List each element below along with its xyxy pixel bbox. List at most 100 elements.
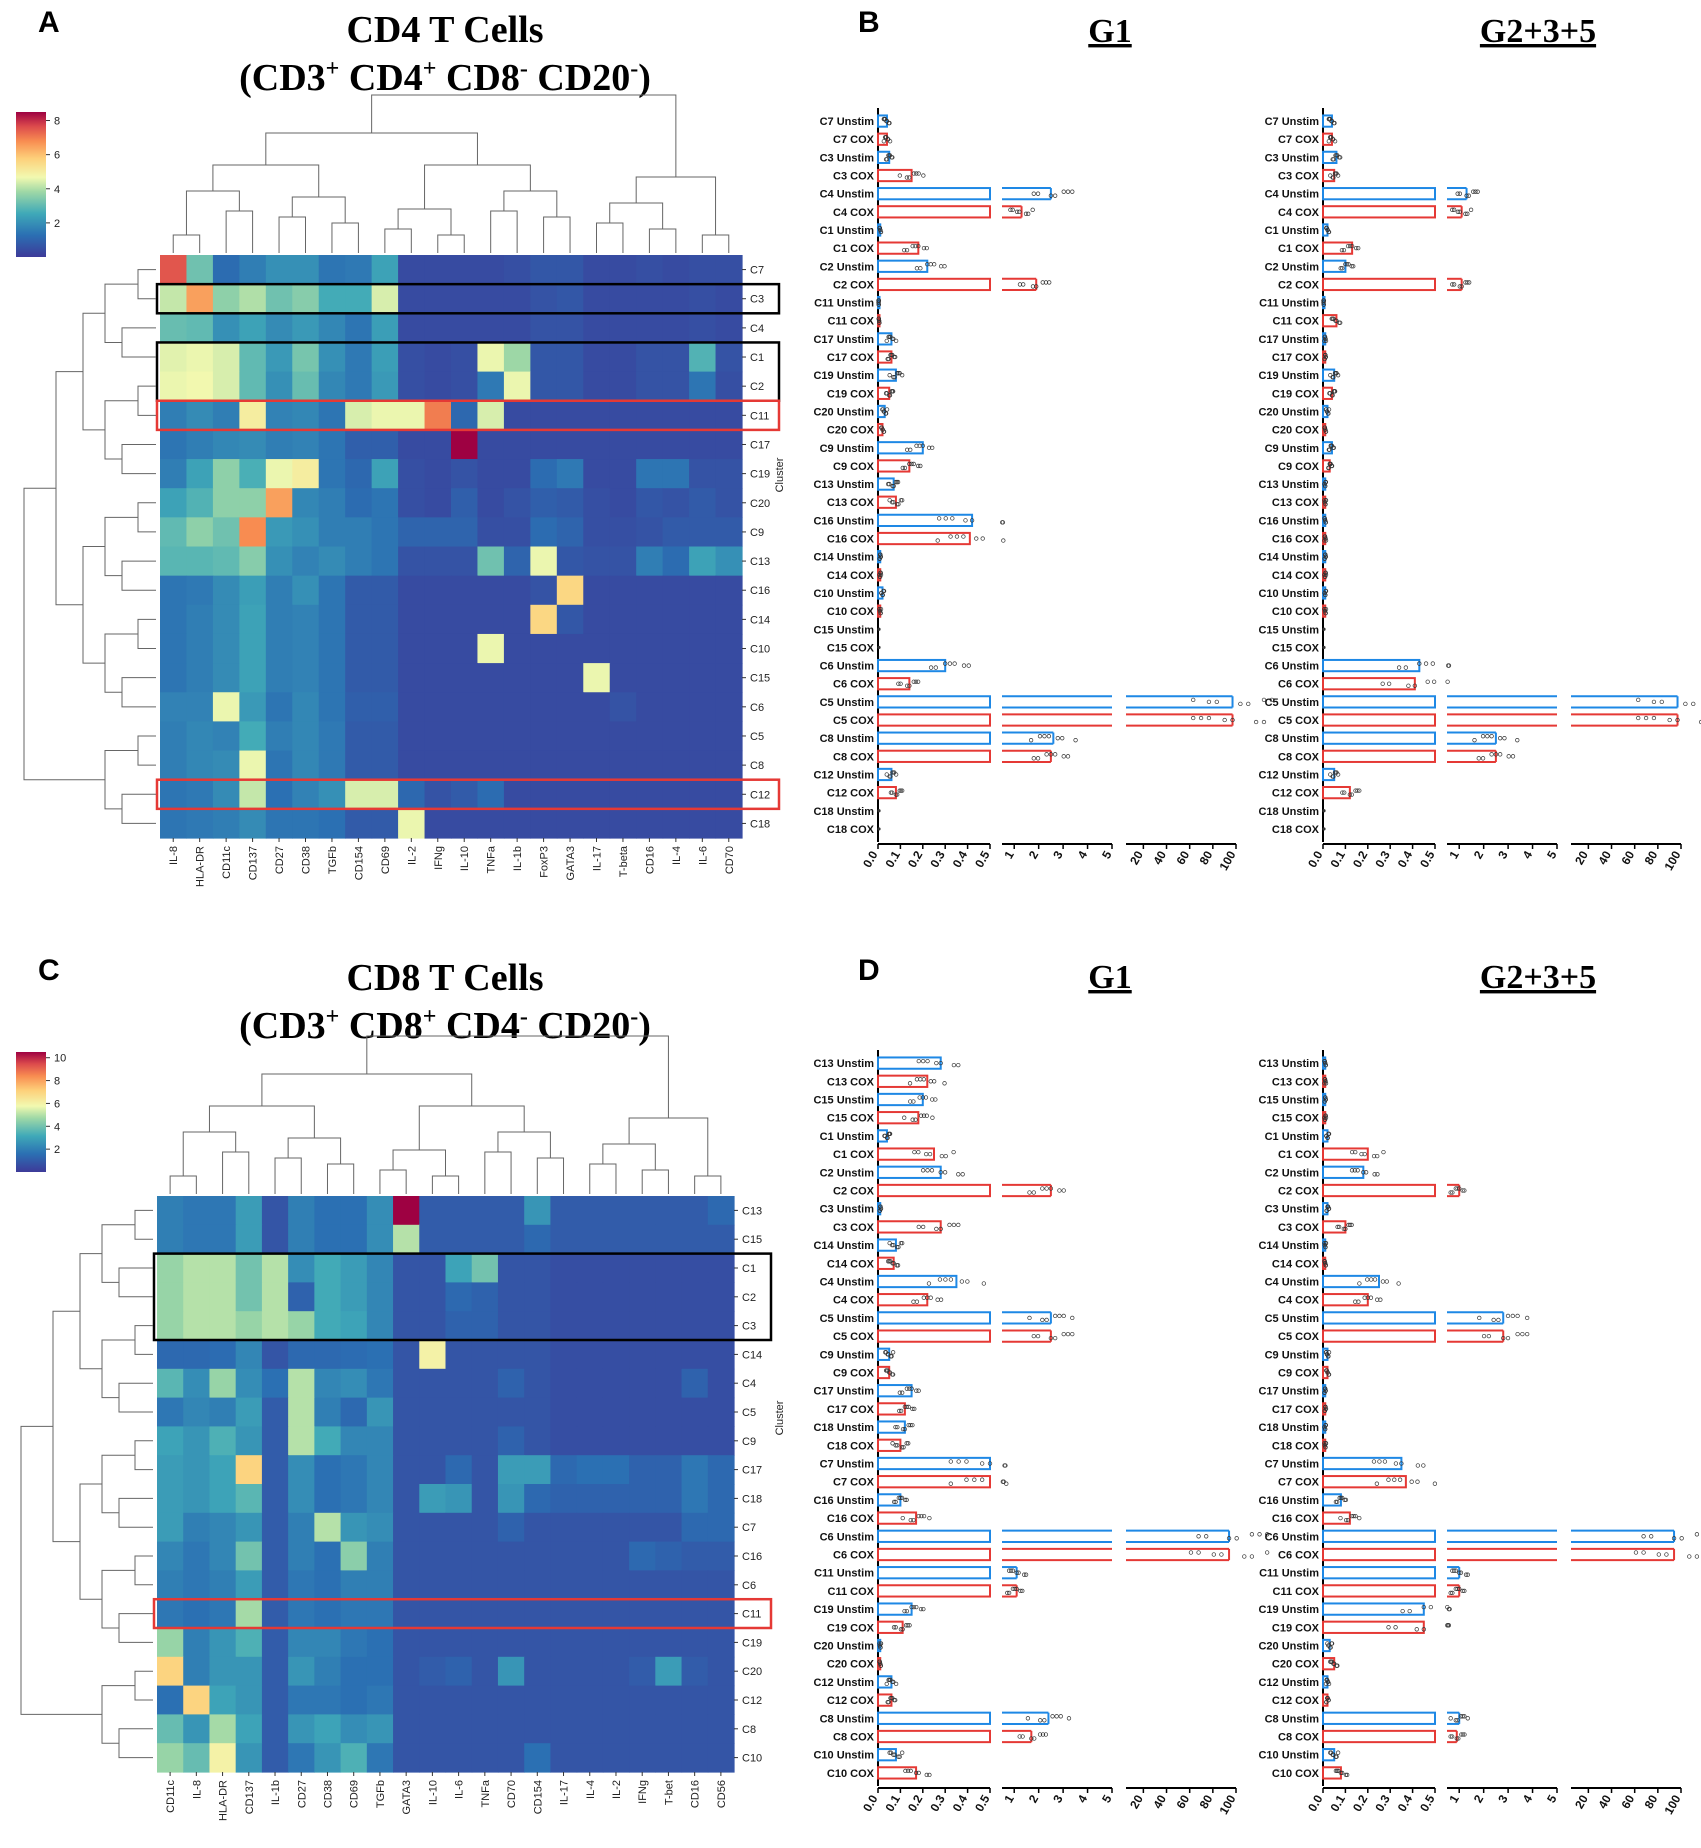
- dendrogram-row-branch: [82, 546, 105, 664]
- data-point: [974, 536, 979, 541]
- data-point: [1025, 1716, 1031, 1721]
- data-point: [1375, 1153, 1380, 1159]
- dendrogram-row-branch: [82, 312, 105, 431]
- dendrogram-row-branch: [134, 1440, 153, 1471]
- bar-g1-c4-unstim: [877, 1274, 958, 1289]
- data-point: [980, 536, 985, 541]
- dendrogram-col-branch: [392, 1149, 446, 1176]
- data-point: [884, 407, 890, 412]
- heatmap-cell-c7-il-6: [445, 1512, 473, 1543]
- heatmap-cell-c9-gata3: [556, 517, 584, 548]
- heatmap-cell-c7-il-10: [451, 255, 479, 285]
- heatmap-cell-c1-cd11c: [212, 342, 240, 373]
- bar-segment: [877, 1729, 991, 1744]
- heatmap-cell-c8-cd70: [715, 750, 743, 781]
- heatmap-cell-c5-cd27: [265, 721, 293, 752]
- category-label-c2-unstim: C2 Unstim: [820, 1167, 875, 1179]
- data-point: [914, 1388, 919, 1393]
- data-point: [885, 1135, 890, 1141]
- data-point: [1261, 697, 1267, 703]
- category-label-c11-unstim: C11 Unstim: [1259, 1568, 1319, 1580]
- data-point: [1322, 516, 1327, 521]
- data-point: [878, 1204, 883, 1209]
- points-g1-c1-unstim: [882, 1131, 893, 1141]
- heatmap-cell-c1-cd154: [345, 342, 373, 373]
- bar-g2-3-5-c7-unstim: [1322, 114, 1333, 128]
- dendrogram-col-branch: [694, 1175, 722, 1194]
- heatmap-cell-c10-cd69: [371, 633, 399, 664]
- bar-segment: [877, 531, 971, 546]
- heatmap-cell-c6-cd56: [707, 1570, 735, 1600]
- data-point: [890, 389, 896, 394]
- data-point: [911, 1099, 916, 1104]
- data-point: [1356, 245, 1361, 251]
- heatmap-cell-c9-il-8: [160, 517, 188, 548]
- data-point: [1451, 1568, 1457, 1573]
- data-point: [1323, 483, 1328, 489]
- heatmap-cell-c4-hla-dr: [186, 313, 214, 344]
- points-g2-3-5-c3-unstim: [1330, 153, 1343, 162]
- bar-g1-c7-unstim: [877, 114, 888, 128]
- heatmap-cell-c10-cd38: [292, 633, 320, 664]
- category-label-c14-cox: C14 COX: [1272, 570, 1320, 582]
- heatmap-cell-c17-cd137: [239, 429, 267, 460]
- category-label-c6-unstim: C6 Unstim: [820, 1531, 875, 1543]
- heatmap-cell-c11-cd27: [288, 1599, 315, 1629]
- bar-g1-c5-unstim: [877, 695, 1234, 709]
- heatmap-cell-c14-il-17: [583, 604, 611, 635]
- heatmap-cell-c10-il-17: [550, 1743, 578, 1773]
- bar-segment: [1322, 1274, 1380, 1289]
- data-point: [883, 411, 889, 416]
- bar-g2-3-5-c8-unstim: [1322, 731, 1497, 745]
- data-point: [1475, 189, 1480, 194]
- heatmap-cell-c2-il-6: [445, 1282, 473, 1312]
- data-point: [877, 645, 881, 650]
- data-point: [1333, 1768, 1339, 1774]
- heatmap-cell-c9-tnfa: [477, 517, 505, 548]
- bar-segment: [877, 1620, 904, 1634]
- points-g1-c8-unstim: [1028, 734, 1078, 743]
- heatmap-cell-c4-t-bet: [655, 1368, 683, 1399]
- heatmap-cell-c5-cd70: [497, 1397, 525, 1427]
- x-tick-label: 1: [1446, 848, 1462, 861]
- heatmap-cell-c12-il-6: [689, 779, 717, 810]
- heatmap-cell-c2-il-1b: [261, 1282, 289, 1312]
- heatmap-cell-c19-il-17: [550, 1628, 578, 1658]
- heatmap-cell-c13-il-6: [689, 546, 717, 577]
- heatmap-cell-c14-cd38: [292, 604, 320, 635]
- data-point: [1070, 189, 1075, 194]
- cluster-axis-label: Cluster: [774, 1400, 786, 1435]
- points-g1-c10-unstim: [879, 588, 887, 598]
- data-point: [1323, 1263, 1329, 1268]
- data-point: [1355, 1168, 1360, 1173]
- data-point: [881, 429, 887, 434]
- category-label-c19-cox: C19 COX: [1272, 1622, 1320, 1634]
- x-tick-label: 0.3: [927, 1792, 948, 1814]
- data-point: [878, 610, 883, 616]
- heatmap-cell-c6-cd69: [371, 692, 399, 722]
- heatmap-cell-c18-hla-dr: [186, 808, 214, 839]
- data-point: [883, 1350, 889, 1355]
- heatmap-cell-c1-il-1b: [261, 1253, 289, 1283]
- bar-segment: [877, 1274, 958, 1289]
- heatmap-cell-c20-tgfb: [318, 488, 346, 518]
- x-tick-label: 0.1: [1328, 1792, 1349, 1814]
- heatmap-cell-c8-cd11c: [157, 1714, 184, 1744]
- heatmap-cell-c17-t-beta: [609, 429, 637, 460]
- heatmap-cell-c18-il-4: [662, 808, 690, 839]
- data-point: [1349, 264, 1354, 269]
- dendrogram-col-branch: [371, 94, 677, 177]
- heatmap-cell-c14-cd69: [340, 1340, 368, 1370]
- data-point: [909, 461, 914, 467]
- data-point: [1196, 1550, 1201, 1555]
- dendrogram-row-branch: [79, 1483, 102, 1600]
- heatmap-cell-c4-tnfa: [477, 313, 505, 344]
- category-label-c7-cox: C7 COX: [833, 1477, 875, 1489]
- heatmap-cell-c16-il-17: [550, 1541, 578, 1571]
- category-label-c17-cox: C17 COX: [1272, 1404, 1320, 1416]
- category-label-c13-unstim: C13 Unstim: [1258, 1058, 1319, 1070]
- data-point: [1431, 679, 1437, 684]
- col-label-il-1b: IL-1b: [512, 846, 524, 871]
- heatmap-cell-c17-cd137: [235, 1455, 263, 1485]
